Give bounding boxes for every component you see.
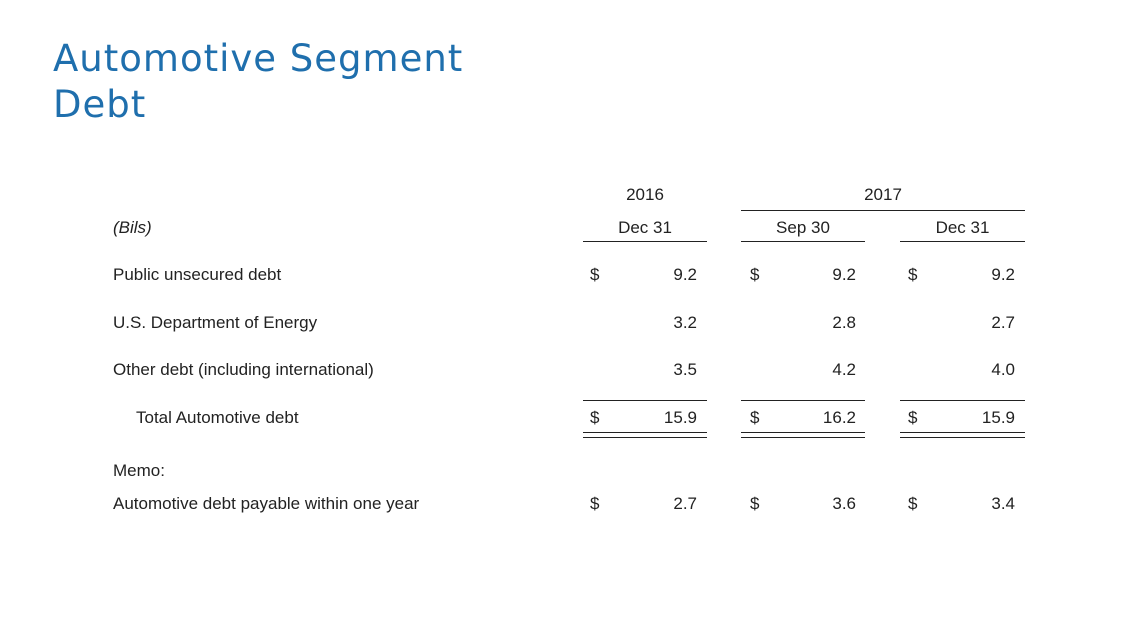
year-2017-underline bbox=[741, 210, 1025, 211]
column-header-dec31-2017: Dec 31 bbox=[935, 218, 990, 237]
currency-symbol: $ bbox=[908, 408, 918, 427]
memo-row-label: Automotive debt payable within one year bbox=[113, 494, 420, 513]
total-double-rule bbox=[741, 432, 865, 433]
total-value: 15.9 bbox=[663, 408, 697, 427]
cell-value: 9.2 bbox=[673, 265, 697, 284]
currency-symbol: $ bbox=[750, 408, 760, 427]
memo-label: Memo: bbox=[113, 461, 165, 480]
column-underline bbox=[900, 241, 1025, 242]
memo-value: 2.7 bbox=[673, 494, 697, 513]
memo-value: 3.6 bbox=[832, 494, 856, 513]
cell-value: 2.7 bbox=[991, 313, 1015, 332]
subtotal-rule bbox=[741, 400, 865, 401]
memo-value: 3.4 bbox=[991, 494, 1015, 513]
column-header-sep30-2017: Sep 30 bbox=[776, 218, 830, 237]
column-header-dec31-2016: Dec 31 bbox=[618, 218, 672, 237]
total-row-label: Total Automotive debt bbox=[136, 408, 299, 427]
row-label: Public unsecured debt bbox=[113, 265, 282, 284]
currency-symbol: $ bbox=[590, 494, 600, 513]
currency-symbol: $ bbox=[908, 265, 918, 284]
currency-symbol: $ bbox=[590, 408, 600, 427]
title-line-2: Debt bbox=[53, 83, 147, 126]
page-title: Automotive Segment Debt bbox=[53, 36, 463, 128]
cell-value: 2.8 bbox=[832, 313, 856, 332]
total-value: 15.9 bbox=[981, 408, 1015, 427]
total-double-rule bbox=[900, 432, 1025, 433]
subtotal-rule bbox=[900, 400, 1025, 401]
cell-value: 9.2 bbox=[832, 265, 856, 284]
row-label: Other debt (including international) bbox=[113, 360, 374, 379]
cell-value: 3.5 bbox=[673, 360, 697, 379]
cell-value: 9.2 bbox=[991, 265, 1015, 284]
cell-value: 3.2 bbox=[673, 313, 697, 332]
row-label: U.S. Department of Energy bbox=[113, 313, 318, 332]
year-header-2016: 2016 bbox=[626, 185, 664, 204]
column-underline bbox=[741, 241, 865, 242]
currency-symbol: $ bbox=[750, 494, 760, 513]
year-header-2017: 2017 bbox=[864, 185, 902, 204]
cell-value: 4.0 bbox=[991, 360, 1015, 379]
total-double-rule bbox=[583, 432, 707, 433]
currency-symbol: $ bbox=[750, 265, 760, 284]
total-double-rule bbox=[583, 437, 707, 438]
subtotal-rule bbox=[583, 400, 707, 401]
total-value: 16.2 bbox=[822, 408, 856, 427]
currency-symbol: $ bbox=[590, 265, 600, 284]
unit-label: (Bils) bbox=[113, 218, 152, 237]
total-double-rule bbox=[900, 437, 1025, 438]
cell-value: 4.2 bbox=[832, 360, 856, 379]
column-underline bbox=[583, 241, 707, 242]
currency-symbol: $ bbox=[908, 494, 918, 513]
title-line-1: Automotive Segment bbox=[53, 37, 464, 80]
total-double-rule bbox=[741, 437, 865, 438]
